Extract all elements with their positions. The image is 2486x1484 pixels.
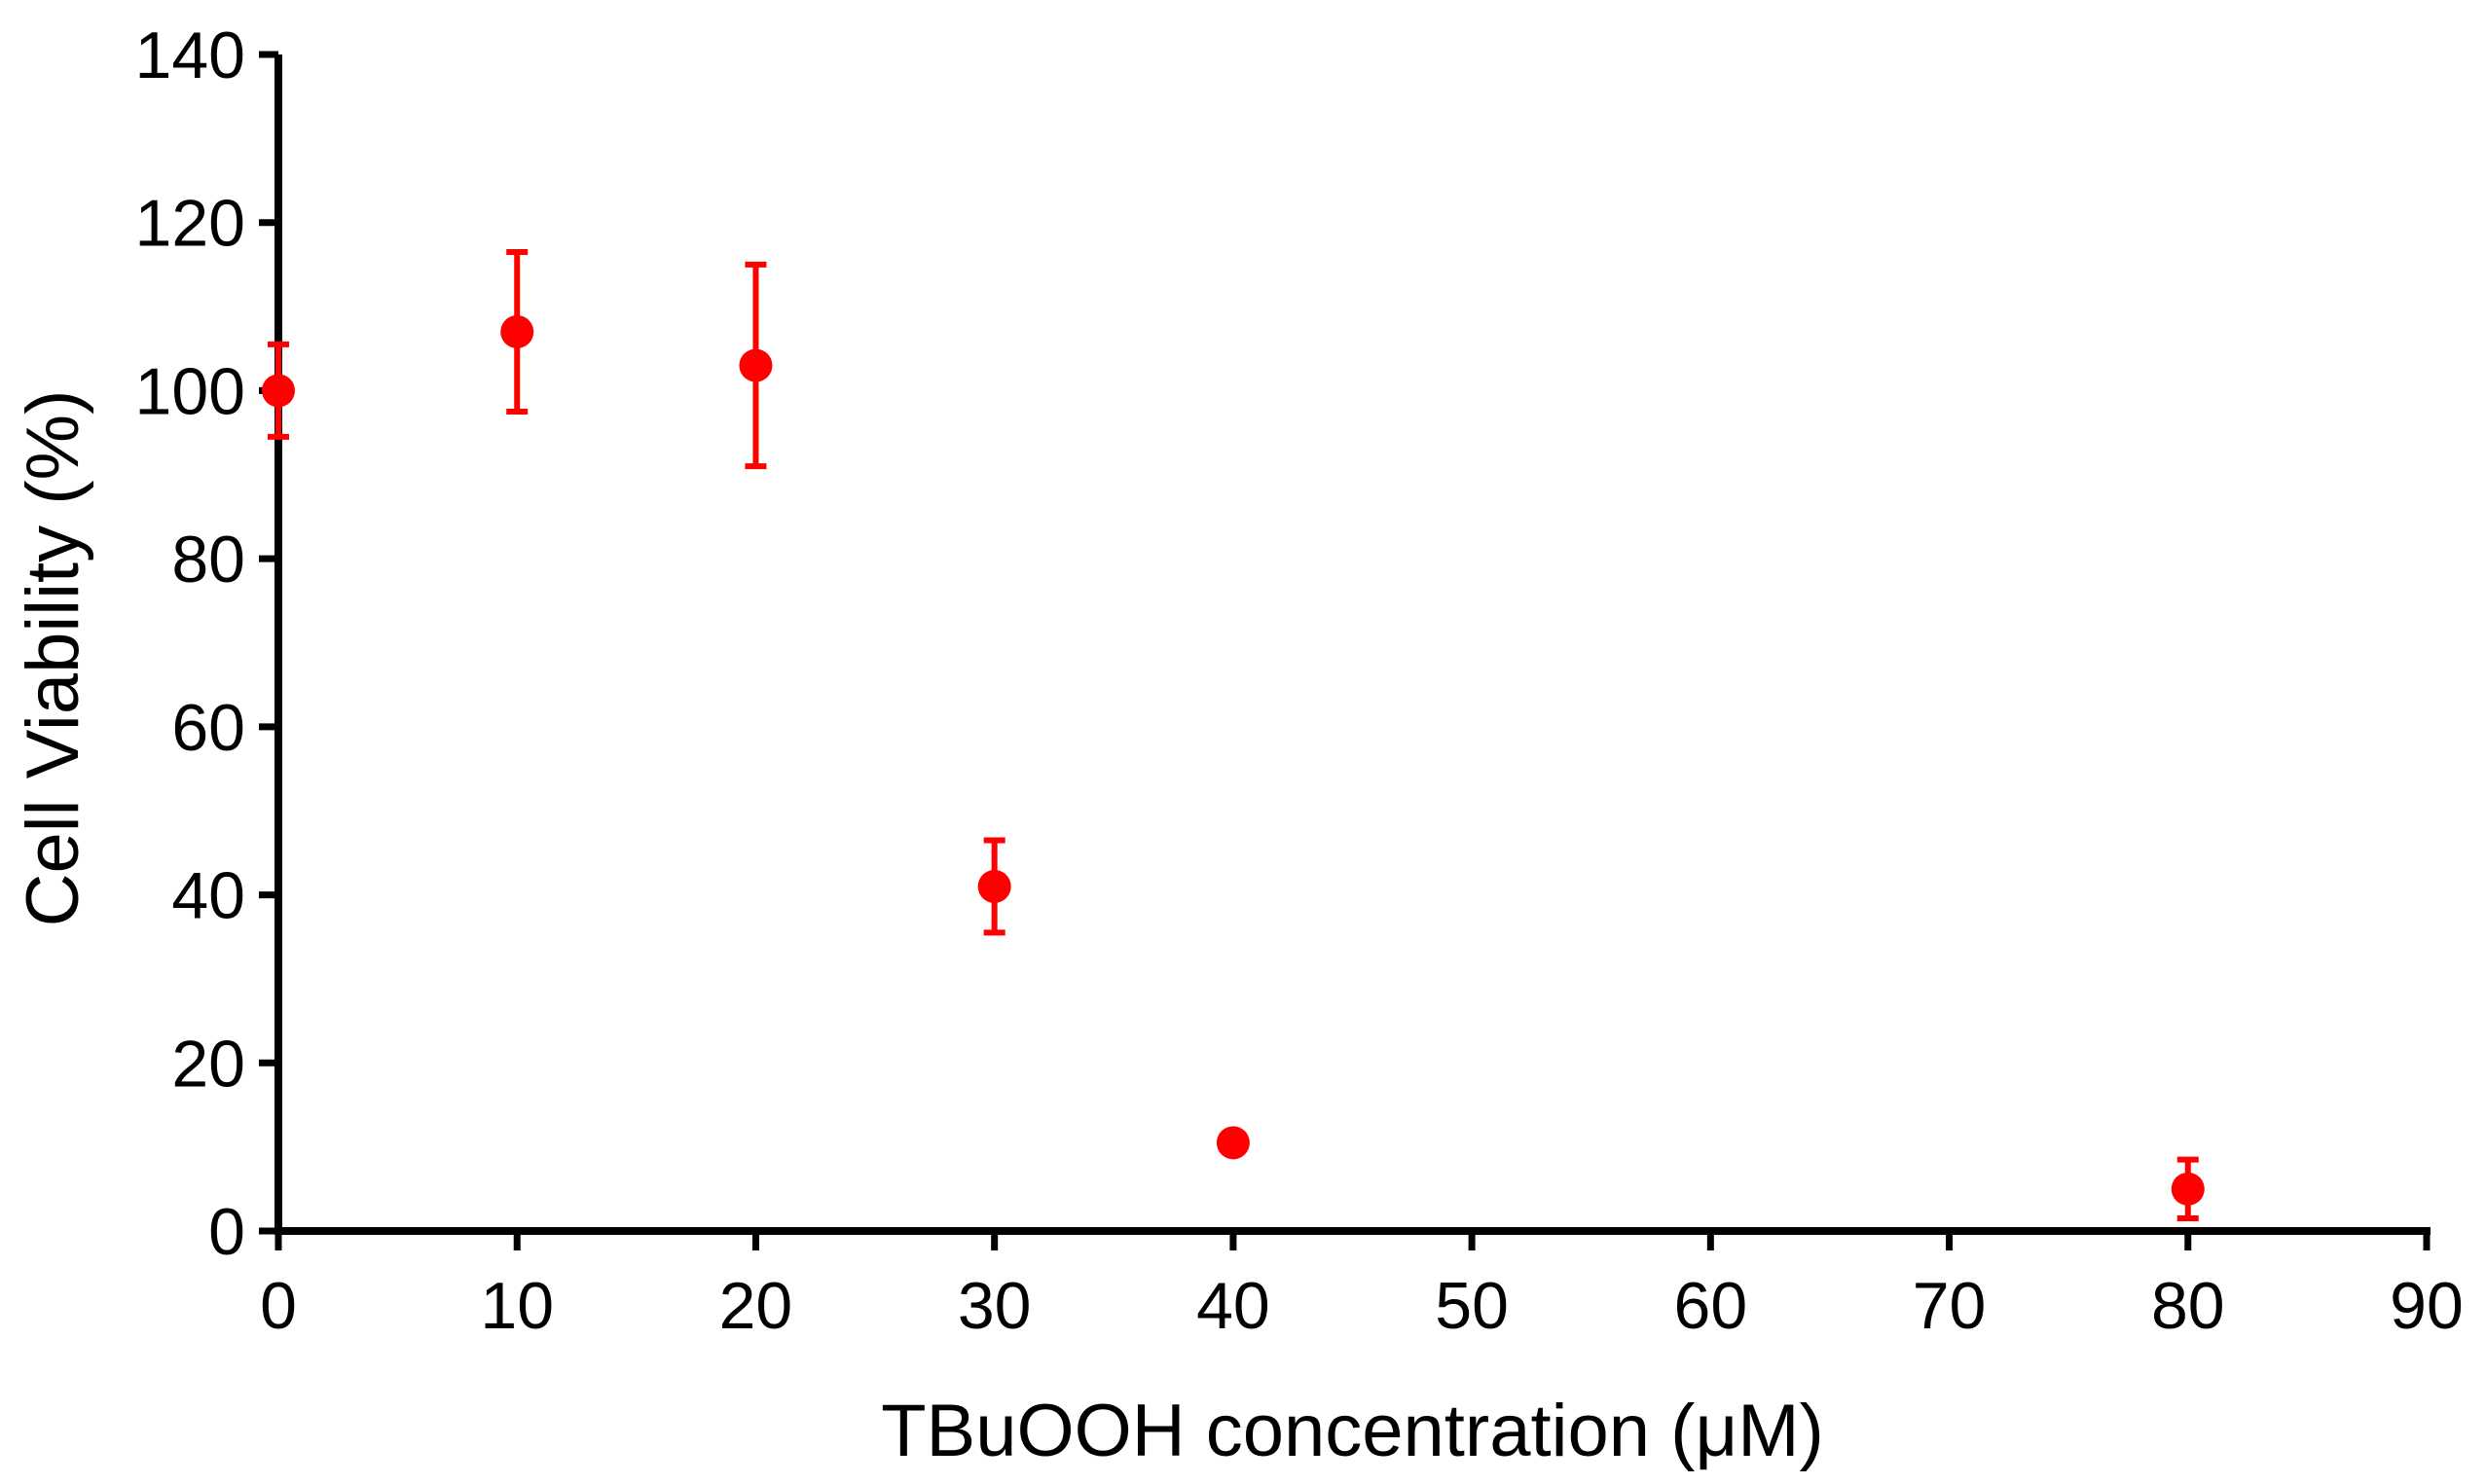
- data-point: [739, 348, 773, 382]
- x-tick-label: 80: [2151, 1269, 2225, 1343]
- y-tick-label: 100: [135, 354, 245, 428]
- y-tick-label: 140: [135, 18, 245, 92]
- error-bars: [268, 248, 2199, 1222]
- data-point: [977, 869, 1011, 903]
- data-point: [1216, 1126, 1250, 1160]
- x-tick-label: 0: [260, 1269, 297, 1343]
- data-point: [2171, 1172, 2205, 1206]
- data-points: [262, 314, 2205, 1206]
- x-tick-label: 70: [1913, 1269, 1987, 1343]
- x-tick-label: 10: [480, 1269, 554, 1343]
- y-tick-label: 120: [135, 187, 245, 261]
- data-point: [262, 374, 295, 408]
- y-tick-label: 20: [171, 1027, 245, 1101]
- x-tick-label: 30: [958, 1269, 1032, 1343]
- y-axis-ticks: 0 20 40 60 80 100 120 140: [135, 18, 278, 1269]
- y-tick-label: 0: [208, 1195, 245, 1269]
- x-tick-label: 20: [719, 1269, 793, 1343]
- x-tick-label: 40: [1196, 1269, 1270, 1343]
- x-axis-title: TBuOOH concentration (μM): [881, 1390, 1824, 1472]
- y-tick-label: 80: [171, 523, 245, 597]
- y-tick-label: 60: [171, 691, 245, 765]
- data-point: [500, 314, 534, 348]
- x-tick-label: 50: [1435, 1269, 1509, 1343]
- x-tick-label: 60: [1674, 1269, 1748, 1343]
- x-tick-label: 90: [2390, 1269, 2464, 1343]
- x-axis-ticks: 0 10 20 30 40 50 60 70 80 90: [260, 1231, 2464, 1343]
- y-tick-label: 40: [171, 859, 245, 933]
- y-axis-title: Cell Viability (%): [12, 390, 94, 927]
